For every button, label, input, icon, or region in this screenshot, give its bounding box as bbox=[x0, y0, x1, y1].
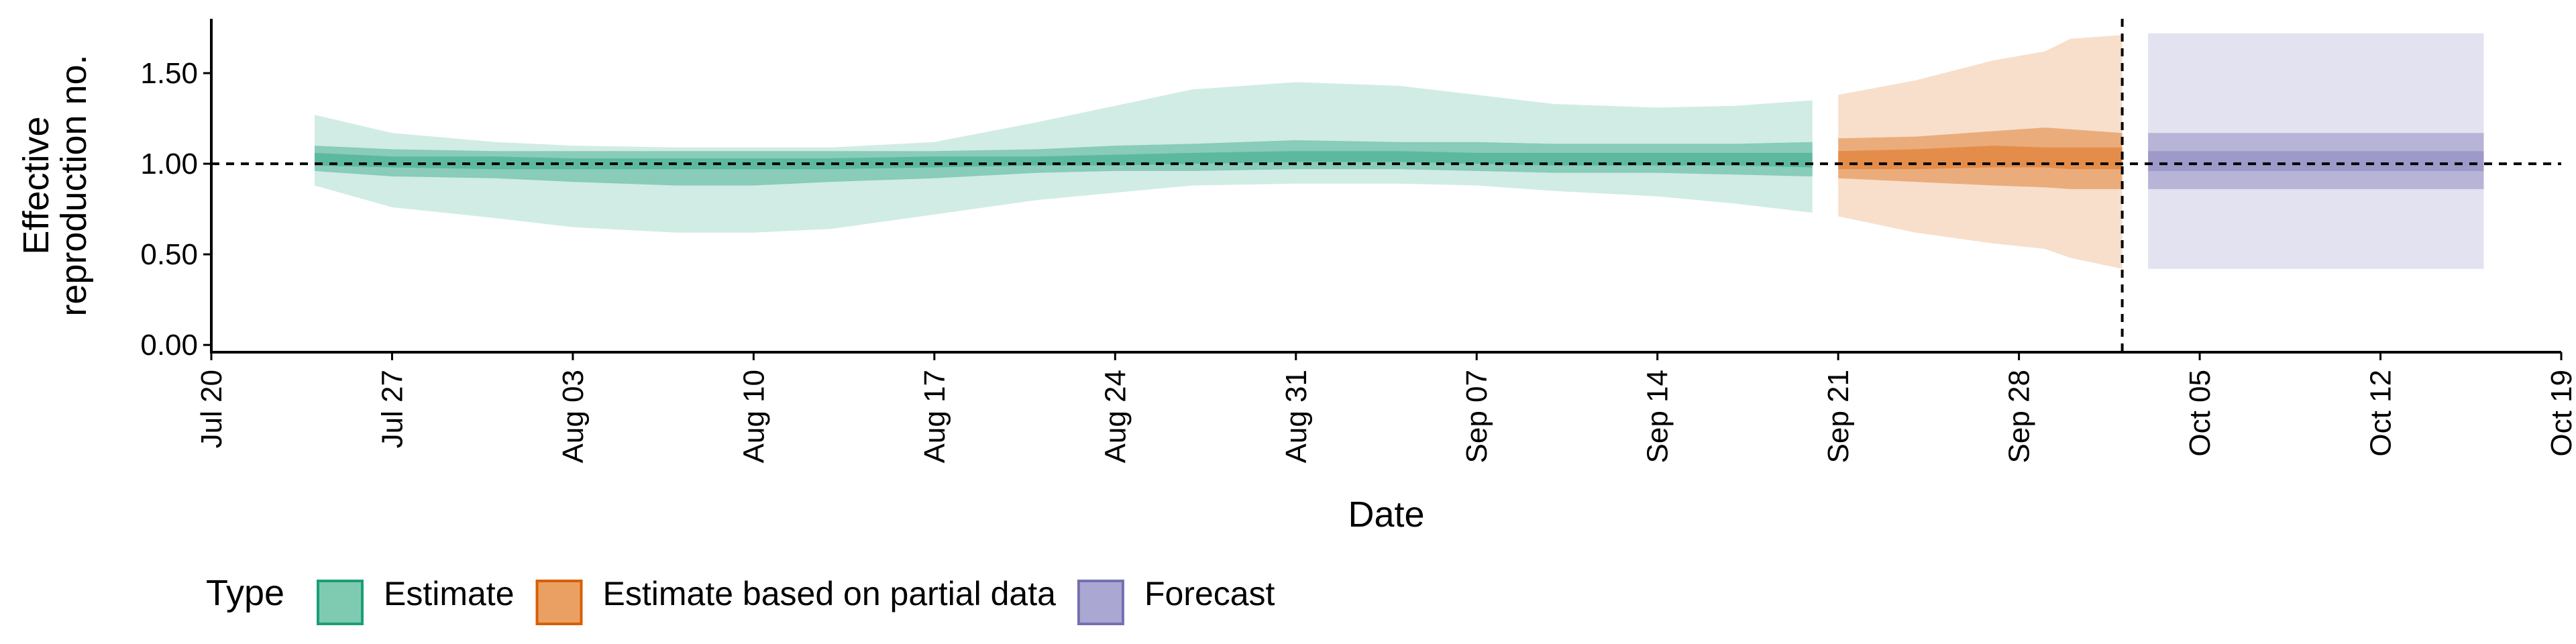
legend-item: Estimate bbox=[317, 575, 515, 625]
legend-label: Forecast bbox=[1144, 575, 1275, 612]
x-tick-label: Jul 20 bbox=[195, 370, 228, 448]
y-axis-title: reproduction no. bbox=[54, 54, 94, 316]
y-axis-title: Effective bbox=[16, 116, 56, 254]
x-tick-label: Oct 12 bbox=[2365, 370, 2398, 457]
x-tick-label: Jul 27 bbox=[376, 370, 409, 448]
reference-lines bbox=[211, 19, 2561, 352]
x-tick-label: Aug 31 bbox=[1280, 370, 1313, 463]
legend-label: Estimate bbox=[384, 575, 515, 612]
y-tick-label: 0.00 bbox=[140, 329, 198, 362]
x-tick-label: Aug 03 bbox=[557, 370, 590, 463]
band-forecast-20 bbox=[2148, 151, 2484, 171]
x-tick-label: Sep 21 bbox=[1822, 370, 1855, 463]
legend-swatch bbox=[535, 580, 583, 625]
band-estimate-based-on-partial-data-90 bbox=[1838, 35, 2123, 269]
legend-title: Type bbox=[206, 573, 284, 613]
x-tick-label: Aug 24 bbox=[1099, 370, 1132, 463]
x-tick-label: Sep 28 bbox=[2003, 370, 2036, 463]
x-tick-label: Oct 05 bbox=[2184, 370, 2216, 457]
y-tick-label: 1.00 bbox=[140, 148, 198, 180]
x-tick-label: Aug 10 bbox=[737, 370, 770, 463]
band-forecast-50 bbox=[2148, 133, 2484, 189]
band-estimate-50 bbox=[315, 140, 1813, 186]
chart-bands bbox=[315, 33, 2484, 269]
x-tick-label: Oct 19 bbox=[2545, 370, 2576, 457]
x-tick-label: Sep 14 bbox=[1642, 370, 1674, 463]
axes: 0.00 0.50 1.00 1.50 Jul 20 Jul 27 Aug 03 Aug 10… bbox=[16, 19, 2576, 535]
x-tick-label: Sep 07 bbox=[1460, 370, 1493, 463]
x-axis-title: Date bbox=[1348, 494, 1424, 535]
legend-swatch bbox=[317, 580, 364, 625]
y-tick-label: 0.50 bbox=[140, 238, 198, 271]
y-tick-label: 1.50 bbox=[140, 57, 198, 90]
legend: Type Estimate Estimate based on partial da… bbox=[206, 573, 1275, 625]
legend-item: Forecast bbox=[1077, 575, 1275, 625]
band-forecast-90 bbox=[2148, 33, 2484, 269]
x-tick-label: Aug 17 bbox=[918, 370, 951, 463]
band-estimate-90 bbox=[315, 82, 1813, 233]
legend-swatch bbox=[1077, 580, 1124, 625]
legend-item: Estimate based on partial data bbox=[535, 575, 1057, 625]
legend-label: Estimate based on partial data bbox=[603, 575, 1057, 612]
band-estimate-based-on-partial-data-50 bbox=[1838, 127, 2123, 189]
